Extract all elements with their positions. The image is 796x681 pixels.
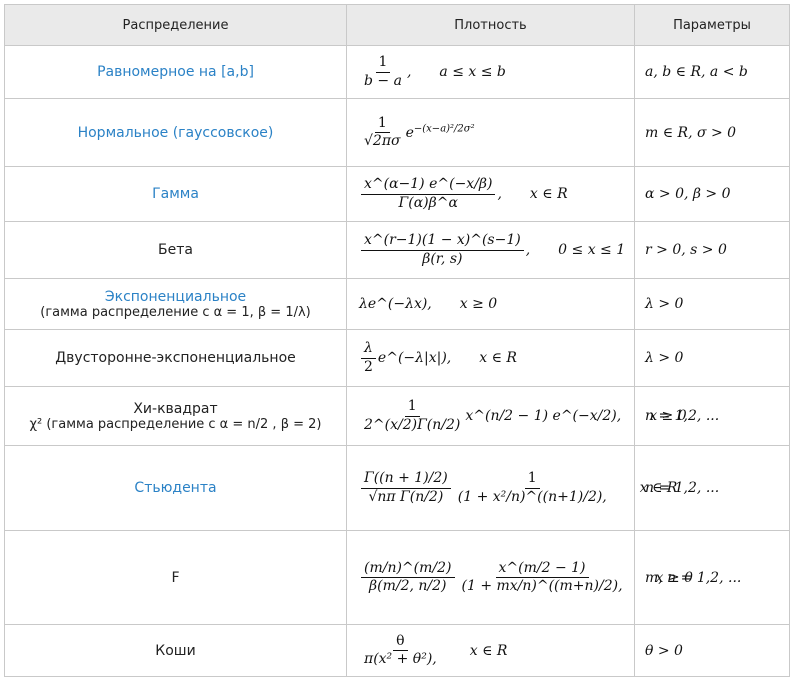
normal-density: 1 √2πσ e−(x−a)²/2σ² [347, 99, 635, 166]
exponential-support: x ≥ 0 [459, 296, 498, 312]
beta-label: Бета [158, 242, 193, 258]
cauchy-label: Коши [155, 642, 196, 659]
table-row: Хи-квадрат χ² (гамма распределение с α =… [5, 386, 789, 445]
table-row: Коши θ π(x² + θ²), x ∈ R θ > 0 [5, 624, 789, 676]
student-den1: √nπ Γ(n/2) [368, 488, 444, 505]
table-row: Стьюдента Γ((n + 1)/2) √nπ Γ(n/2) 1 (1 + x²… [5, 445, 789, 530]
gamma-params: α > 0, β > 0 [645, 186, 731, 202]
chi2-support: x ≥ 0 [649, 408, 687, 424]
fisher-support: x ≥ 0 [655, 569, 693, 586]
chi2-label: Хи-квадрат [133, 400, 218, 417]
student-density: Γ((n + 1)/2) √nπ Γ(n/2) 1 (1 + x²/n)^((n+1)… [347, 446, 677, 530]
header-density: Плотность [347, 5, 635, 45]
chi2-params: n = 1,2, ... [645, 408, 720, 424]
header-parameters: Параметры [673, 17, 751, 33]
normal-num: 1 [374, 115, 390, 133]
laplace-support: x ∈ R [479, 350, 517, 366]
chi2-num: 1 [404, 398, 420, 417]
gamma-num: x^(α−1) e^(−x/β) [361, 176, 496, 195]
gamma-den: Γ(α)β^α [398, 194, 458, 211]
chi2-note: χ² (гамма распределение с α = n/2 , β = … [29, 416, 322, 432]
cauchy-support: x ∈ R [469, 642, 508, 659]
uniform-params: a, b ∈ R, a < b [645, 64, 748, 80]
table-header-row: Распределение Плотность Параметры [5, 5, 789, 45]
laplace-label: Двусторонне-экспоненциальное [55, 350, 296, 366]
exponential-density: λe^(−λx), x ≥ 0 [347, 279, 635, 329]
gamma-link[interactable]: Гамма [152, 186, 199, 202]
header-distribution: Распределение [5, 5, 347, 45]
laplace-params: λ > 0 [645, 350, 684, 366]
student-num2: 1 [524, 470, 540, 489]
normal-link[interactable]: Нормальное (гауссовское) [77, 124, 274, 141]
laplace-exp: e^(−λ|x|), [377, 350, 452, 366]
fisher-density: (m/n)^(m/2) β(m/2, n/2) x^(m/2 − 1) (1 + mx… [347, 531, 693, 624]
student-num1: Γ((n + 1)/2) [361, 470, 451, 489]
uniform-num: 1 [375, 54, 391, 73]
beta-support: 0 ≤ x ≤ 1 [558, 242, 626, 258]
table-row: Двусторонне-экспоненциальное λ 2 e^(−λ|x|)… [5, 329, 789, 386]
beta-density: x^(r−1)(1 − x)^(s−1) β(r, s), 0 ≤ x ≤ 1 [347, 222, 635, 278]
distribution-table: Распределение Плотность Параметры Равном… [4, 4, 790, 677]
laplace-num: λ [361, 340, 376, 359]
table-row: Экспоненциальное (гамма распределение с … [5, 278, 789, 329]
table-row: Бета x^(r−1)(1 − x)^(s−1) β(r, s), 0 ≤ x ≤… [5, 221, 789, 278]
table-row: Гамма x^(α−1) e^(−x/β) Γ(α)β^α, x ∈ R α > … [5, 166, 789, 221]
chi2-tail: x^(n/2 − 1) e^(−x/2), [465, 408, 622, 424]
fisher-den1: β(m/2, n/2) [369, 578, 447, 594]
chi2-density: 1 2^(x/2)Γ(n/2) x^(n/2 − 1) e^(−x/2), x ≥ 0 [347, 387, 687, 445]
uniform-link[interactable]: Равномерное на [a,b] [97, 64, 254, 80]
fisher-label: F [171, 569, 180, 586]
exponential-formula: λe^(−λx), [359, 296, 432, 312]
normal-exp: −(x−a)²/2σ² [413, 122, 475, 134]
exponential-note: (гамма распределение с α = 1, β = 1/λ) [40, 304, 311, 320]
beta-den: β(r, s) [422, 250, 463, 267]
laplace-den: 2 [364, 358, 373, 375]
exponential-link[interactable]: Экспоненциальное [104, 288, 247, 305]
uniform-support: a ≤ x ≤ b [439, 64, 506, 80]
exponential-params: λ > 0 [645, 296, 684, 312]
student-params: n = 1,2, ... [645, 480, 720, 496]
chi2-den: 2^(x/2)Γ(n/2) [364, 416, 461, 433]
student-den2: (1 + x²/n)^((n+1)/2), [457, 488, 607, 505]
cauchy-density: θ π(x² + θ²), x ∈ R [347, 625, 635, 676]
fisher-num2: x^(m/2 − 1) [495, 560, 589, 578]
fisher-den2: (1 + mx/n)^((m+n)/2), [461, 578, 623, 594]
normal-params: m ∈ R, σ > 0 [645, 124, 737, 141]
uniform-den: b − a [364, 72, 402, 89]
fisher-num1: (m/n)^(m/2) [361, 560, 455, 578]
normal-den: √2πσ [364, 133, 401, 149]
beta-params: r > 0, s > 0 [645, 242, 727, 258]
table-row: Нормальное (гауссовское) 1 √2πσ e−(x−a)²/2… [5, 98, 789, 166]
cauchy-num: θ [393, 633, 408, 651]
cauchy-params: θ > 0 [645, 642, 683, 659]
gamma-support: x ∈ R [529, 186, 568, 202]
student-support: x ∈ R [639, 480, 678, 496]
fisher-params: m, n = 1,2, ... [645, 569, 742, 586]
beta-num: x^(r−1)(1 − x)^(s−1) [361, 232, 524, 251]
cauchy-den: π(x² + θ²), [364, 651, 437, 667]
student-link[interactable]: Стьюдента [134, 480, 217, 496]
laplace-density: λ 2 e^(−λ|x|), x ∈ R [347, 330, 635, 386]
gamma-density: x^(α−1) e^(−x/β) Γ(α)β^α, x ∈ R [347, 167, 635, 221]
table-row: F (m/n)^(m/2) β(m/2, n/2) x^(m/2 − 1) (1 + … [5, 530, 789, 624]
